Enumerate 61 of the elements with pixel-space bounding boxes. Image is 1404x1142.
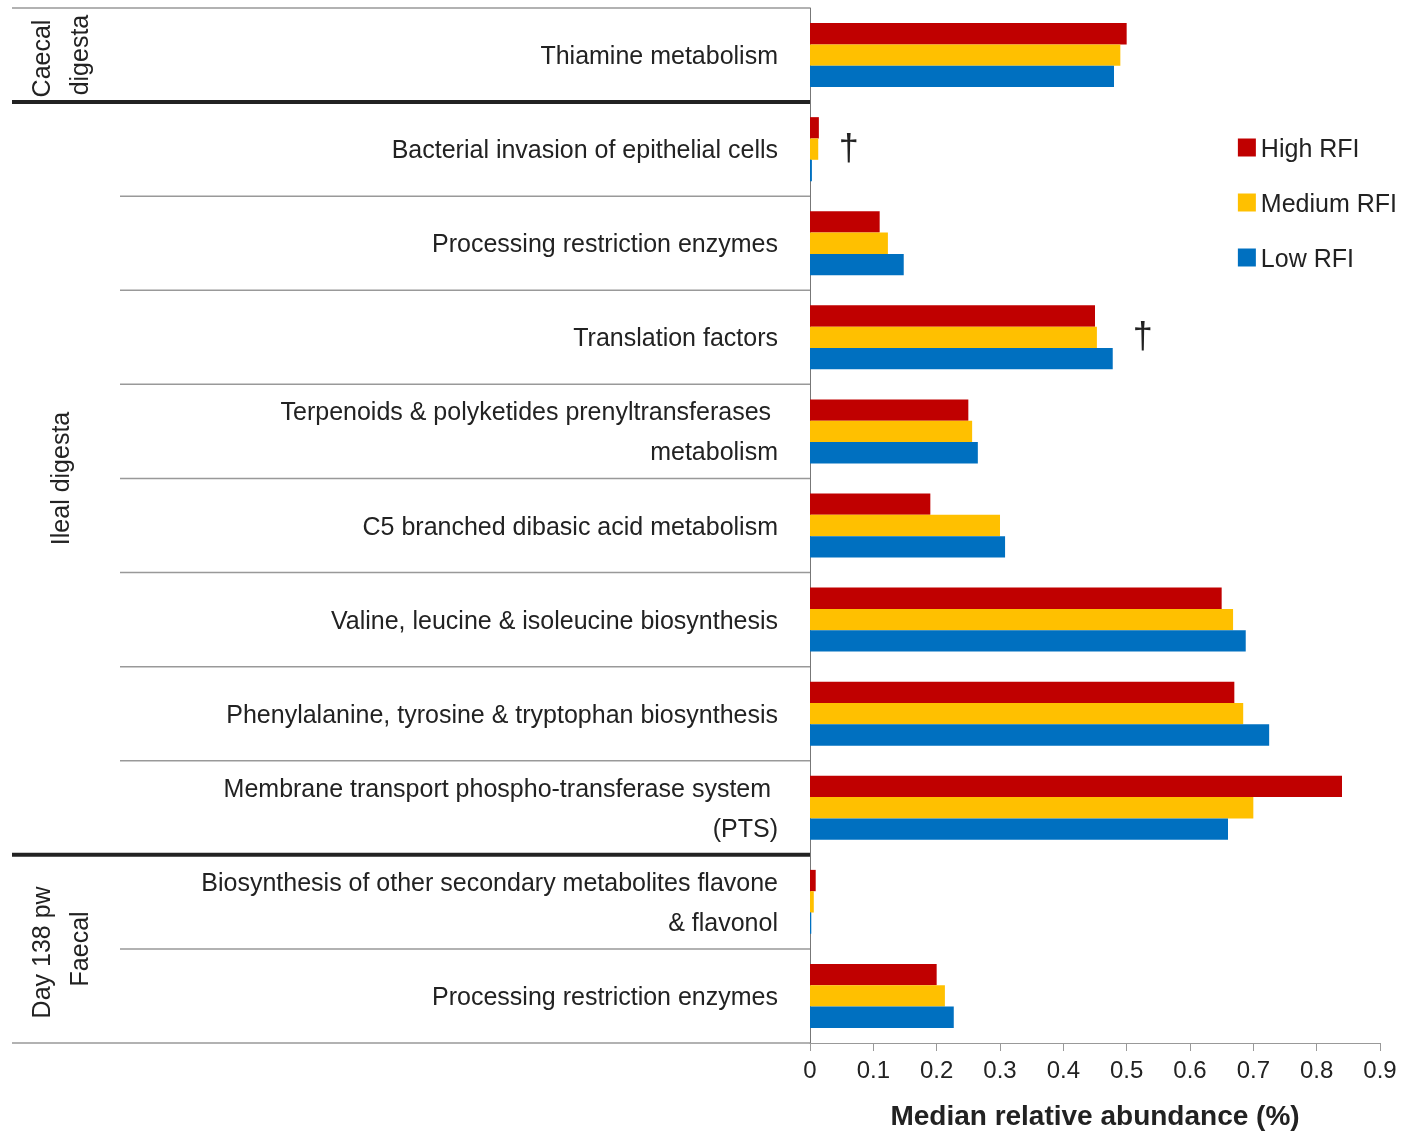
x-tick-label: 0.7 <box>1236 1055 1271 1083</box>
bar <box>810 587 1222 609</box>
y-tick-label: Terpenoids & polyketides prenyltransferases metabolism <box>280 397 778 466</box>
bar <box>810 138 819 160</box>
x-tick-label: 0.2 <box>919 1055 954 1083</box>
bar <box>810 305 1095 327</box>
bar <box>810 536 1006 558</box>
y-tick-label: C5 branched dibasic acid metabolism <box>362 511 778 540</box>
bar <box>810 399 969 421</box>
bar <box>810 493 931 515</box>
x-tick-label: 0.8 <box>1299 1055 1334 1083</box>
bar <box>810 703 1244 725</box>
bar <box>810 775 1342 798</box>
bar <box>810 681 1235 704</box>
x-tick-label: 0.1 <box>856 1055 891 1083</box>
bar <box>810 818 1228 840</box>
x-tick-label: 0.5 <box>1109 1055 1144 1083</box>
annotation: † <box>1132 314 1153 356</box>
text: Day 138 pw Faecal <box>27 879 93 1019</box>
bar <box>810 797 1254 819</box>
text: Caecal digesta <box>27 12 93 98</box>
bar <box>810 1006 954 1028</box>
bar <box>810 420 973 443</box>
x-axis-title: Median relative abundance (%) <box>890 1099 1300 1131</box>
y-tick-label: Valine, leucine & isoleucine biosynthesis <box>330 605 778 634</box>
bar <box>810 630 1246 652</box>
y-tick-label: Biosynthesis of other secondary metabolites flavone & flavonol <box>201 867 778 936</box>
y-tick-label: Processing restriction enzymes <box>432 229 778 258</box>
y-tick-label: Translation factors <box>573 323 778 352</box>
bar <box>810 65 1114 88</box>
bar <box>810 347 1113 370</box>
bar <box>810 442 978 464</box>
legend-label: Low RFI <box>1260 243 1354 272</box>
bar <box>810 608 1234 631</box>
bar <box>810 117 819 139</box>
x-tick-label: 0 <box>803 1055 817 1083</box>
bar <box>810 869 816 892</box>
bar <box>810 985 945 1007</box>
x-tick-label: 0.9 <box>1363 1055 1397 1083</box>
y-tick-label: Processing restriction enzymes <box>432 981 778 1010</box>
x-tick-label: 0.4 <box>1046 1055 1081 1083</box>
text: Ileal digesta <box>46 411 74 546</box>
annotation: † <box>838 126 859 168</box>
bar <box>810 891 814 913</box>
legend-label: Medium RFI <box>1260 188 1398 217</box>
bar <box>810 232 888 254</box>
bar <box>810 211 880 233</box>
y-tick-label: Membrane transport phospho-transferase system (PTS) <box>223 773 778 842</box>
x-tick-label: 0.6 <box>1173 1055 1207 1083</box>
bar <box>810 44 1121 66</box>
y-tick-label: Bacterial invasion of epithelial cells <box>391 135 778 164</box>
bar <box>810 963 937 986</box>
y-tick-label: Thiamine metabolism <box>540 41 778 70</box>
bar <box>810 253 904 276</box>
bar <box>810 326 1097 348</box>
bar <box>810 514 1000 537</box>
bar <box>810 724 1270 746</box>
bar <box>810 23 1127 45</box>
legend-label: High RFI <box>1260 133 1360 162</box>
y-tick-label: Phenylalanine, tyrosine & tryptophan biosynthesis <box>226 699 778 728</box>
x-tick-label: 0.3 <box>983 1055 1017 1083</box>
